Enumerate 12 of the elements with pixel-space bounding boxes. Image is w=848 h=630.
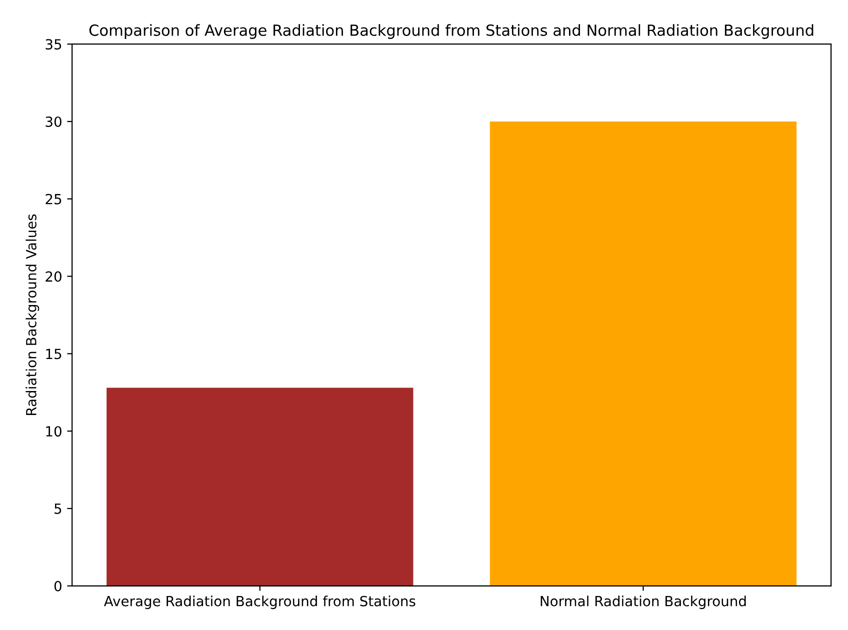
y-tick-label: 15 (46, 348, 62, 360)
x-tick-label: Average Radiation Background from Stations (104, 596, 416, 610)
y-tick-label: 20 (46, 271, 62, 282)
y-tick-label: 5 (54, 504, 62, 514)
y-tick-label: 30 (46, 116, 62, 127)
y-tick-label: 35 (46, 39, 62, 50)
y-tick-label: 0 (54, 580, 62, 592)
x-tick-label: Normal Radiation Background (540, 596, 746, 610)
y-tick-label: 25 (46, 194, 62, 204)
y-axis-title: Radiation Background Values (26, 214, 40, 415)
y-tick-label: 10 (46, 426, 62, 437)
chart-title: Comparison of Average Radiation Background from Stations and Normal Radiation Background (89, 24, 814, 39)
